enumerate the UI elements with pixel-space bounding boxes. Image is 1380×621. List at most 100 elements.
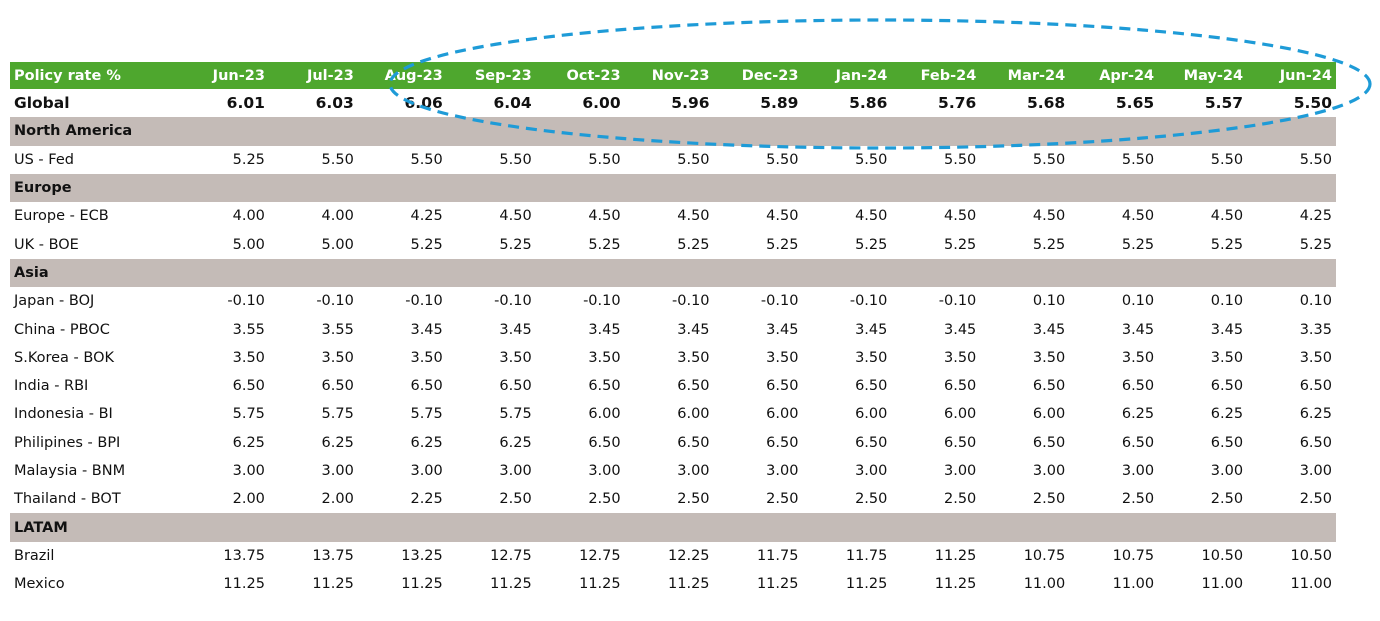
rate-cell: -0.10 <box>672 293 710 310</box>
rate-cell: 2.00 <box>232 491 265 508</box>
rate-cell: 5.96 <box>671 94 710 113</box>
rate-cell: 11.00 <box>1201 576 1244 593</box>
region-row: Asia <box>10 258 1336 288</box>
rate-cell: 5.75 <box>232 406 265 423</box>
rate-cell: 6.00 <box>855 406 888 423</box>
row-label: Japan - BOJ <box>14 293 95 310</box>
rate-cell: 11.25 <box>579 576 621 593</box>
rate-cell: 11.00 <box>1290 576 1332 593</box>
rate-cell: 5.50 <box>944 151 977 168</box>
rate-cell: 2.00 <box>321 491 354 508</box>
rate-cell: 5.76 <box>938 94 977 113</box>
rate-cell: 10.50 <box>1290 547 1332 564</box>
rate-cell: 5.25 <box>1032 236 1066 253</box>
rate-cell: 0.10 <box>1032 293 1066 310</box>
header-month: Jun-23 <box>180 62 269 89</box>
rate-cell: 3.45 <box>677 321 710 338</box>
rate-cell: 3.00 <box>944 463 977 479</box>
rate-cell: 11.75 <box>756 547 799 564</box>
rate-cell: 5.50 <box>855 151 888 168</box>
rate-cell: 3.00 <box>232 463 265 479</box>
rate-cell: 12.75 <box>579 547 621 564</box>
row-label: India - RBI <box>14 378 89 395</box>
table-header-row: Policy rate % Jun-23 Jul-23 Aug-23 Sep-23 Oc… <box>10 62 1336 89</box>
header-month: Dec-23 <box>713 62 803 89</box>
rate-cell: 6.50 <box>1210 378 1244 395</box>
rate-cell: 3.45 <box>1032 321 1066 338</box>
table-row: Indonesia - BI 5.75 5.75 5.75 5.75 6.00 6.00 6.… <box>10 400 1336 428</box>
header-month: Jul-23 <box>268 62 358 89</box>
rate-cell: 0.10 <box>1299 293 1332 310</box>
rate-cell: 11.25 <box>934 547 977 564</box>
rate-cell: 3.50 <box>1032 349 1066 366</box>
rate-cell: 6.50 <box>1121 434 1155 451</box>
rate-cell: 11.25 <box>490 576 532 593</box>
rate-cell: 6.50 <box>766 378 799 395</box>
rate-cell: 6.25 <box>1210 406 1244 423</box>
rate-cell: -0.10 <box>938 293 977 310</box>
rate-cell: 0.10 <box>1210 293 1244 310</box>
rate-cell: 3.50 <box>677 349 710 366</box>
rate-cell: 6.50 <box>1032 434 1066 451</box>
rate-cell: 12.25 <box>668 547 710 564</box>
header-month: Oct-23 <box>535 62 625 89</box>
header-label: Policy rate % <box>10 62 180 89</box>
rate-cell: 3.45 <box>766 321 799 338</box>
rate-cell: 6.50 <box>1299 378 1332 395</box>
rate-cell: 3.00 <box>588 463 621 479</box>
rate-cell: 5.68 <box>1026 94 1066 113</box>
rate-cell: 6.06 <box>404 94 443 113</box>
rate-cell: 6.50 <box>766 434 799 451</box>
rate-cell: -0.10 <box>760 293 799 310</box>
rate-cell: 5.50 <box>499 151 532 168</box>
rate-cell: 5.57 <box>1204 94 1244 113</box>
rate-cell: 6.00 <box>588 406 621 423</box>
rate-cell: 13.25 <box>401 547 443 564</box>
rate-cell: 3.50 <box>1299 349 1332 366</box>
rate-cell: 5.86 <box>849 94 888 113</box>
table-row: Thailand - BOT 2.00 2.00 2.25 2.50 2.50 2.50 2.… <box>10 485 1336 513</box>
rate-cell: 5.50 <box>677 151 710 168</box>
rate-cell: 4.50 <box>1032 208 1066 225</box>
rate-cell: -0.10 <box>849 293 888 310</box>
rate-cell: 5.00 <box>321 236 354 253</box>
rate-cell: 5.50 <box>766 151 799 168</box>
rate-cell: 6.50 <box>1121 378 1155 395</box>
rate-cell: 6.50 <box>1210 434 1244 451</box>
table-row: Brazil 13.75 13.75 13.25 12.75 12.75 12.25 11.7… <box>10 542 1336 570</box>
rate-cell: 3.35 <box>1299 321 1332 338</box>
rate-cell: 5.75 <box>499 406 532 423</box>
row-label: S.Korea - BOK <box>14 349 114 366</box>
rate-cell: 5.25 <box>1121 236 1155 253</box>
rate-cell: 11.25 <box>756 576 799 593</box>
rate-cell: 5.25 <box>1210 236 1244 253</box>
rate-cell: 6.25 <box>410 434 443 451</box>
rate-cell: 3.45 <box>944 321 977 338</box>
rate-cell: 3.00 <box>1210 463 1244 479</box>
row-label: US - Fed <box>14 151 74 168</box>
rate-cell: 11.25 <box>845 576 888 593</box>
rate-cell: 5.89 <box>760 94 799 113</box>
rate-cell: 6.03 <box>315 94 354 113</box>
header-month: Jan-24 <box>802 62 892 89</box>
rate-cell: 6.50 <box>499 378 532 395</box>
rate-cell: 3.00 <box>766 463 799 479</box>
rate-cell: 6.25 <box>232 434 265 451</box>
rate-cell: 5.25 <box>944 236 977 253</box>
rate-cell: 3.45 <box>1121 321 1155 338</box>
rate-cell: 2.50 <box>1032 491 1066 508</box>
rate-cell: 4.50 <box>499 208 532 225</box>
rate-cell: 3.50 <box>944 349 977 366</box>
rate-cell: 6.50 <box>410 378 443 395</box>
rate-cell: 4.50 <box>855 208 888 225</box>
region-row: LATAM <box>10 513 1336 542</box>
rate-cell: 2.50 <box>855 491 888 508</box>
rate-cell: 2.50 <box>944 491 977 508</box>
rate-cell: 5.65 <box>1115 94 1155 113</box>
rate-cell: 5.50 <box>588 151 621 168</box>
rate-cell: 5.25 <box>855 236 888 253</box>
rate-cell: 5.25 <box>677 236 710 253</box>
rate-cell: -0.10 <box>405 293 443 310</box>
row-label: Malaysia - BNM <box>14 463 126 479</box>
table-row: US - Fed 5.25 5.50 5.50 5.50 5.50 5.50 5.50 5.50… <box>10 146 1336 174</box>
